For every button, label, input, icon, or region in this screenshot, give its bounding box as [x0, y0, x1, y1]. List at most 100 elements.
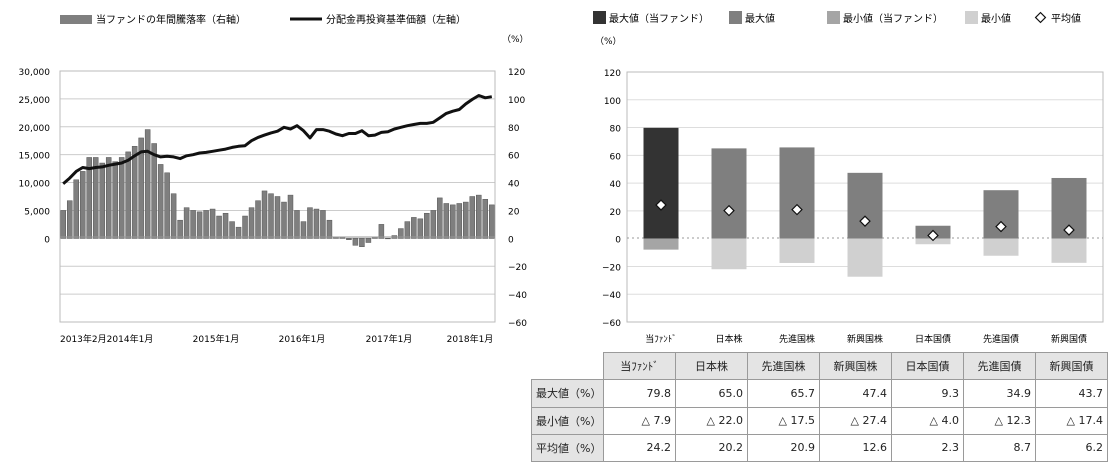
- y-tick-label: −40: [602, 291, 621, 301]
- left-tick-label: 25,000: [19, 96, 51, 106]
- return-bar: [482, 199, 489, 239]
- table-header-cell: 新興国株: [819, 351, 892, 381]
- return-bar: [112, 161, 118, 239]
- y-tick-label: −60: [602, 319, 621, 329]
- return-bar: [274, 196, 281, 239]
- return-bar: [216, 215, 222, 239]
- legend-avg-label: 平均値: [1051, 12, 1081, 25]
- table-header-cell: 先進国株: [747, 351, 820, 381]
- table-row-min: 最小値（%） △ 7.9 △ 22.0 △ 17.5 △ 27.4 △ 4.0 …: [531, 406, 1108, 435]
- avg-marker: [655, 199, 667, 211]
- min-bar: [643, 238, 679, 250]
- right-tick-label: 120: [508, 68, 525, 78]
- return-bar: [196, 211, 203, 239]
- table-cell: △ 7.9: [603, 406, 676, 435]
- category-label: 先進国債: [983, 333, 1019, 345]
- category-label: 日本株: [715, 333, 742, 345]
- avg-marker: [927, 229, 939, 242]
- y-tick-label: 0: [615, 236, 621, 246]
- return-bar: [73, 179, 79, 239]
- max-bar: [847, 172, 883, 239]
- table-cell: 6.2: [1035, 433, 1108, 463]
- legend-bar-label: 当ファンドの年間騰落率（右軸）: [96, 13, 246, 26]
- return-bar: [385, 238, 391, 240]
- table-cell: △ 22.0: [675, 406, 748, 435]
- category-label: 当ﾌｧﾝﾄﾞ: [645, 333, 677, 345]
- return-bar: [307, 207, 313, 239]
- table-cell: △ 27.4: [819, 406, 892, 435]
- legend-max-fund-swatch: [593, 11, 606, 24]
- return-bar: [320, 210, 326, 239]
- return-bar: [222, 212, 229, 239]
- x-axis-ticks: 2013年2月 2014年1月 2015年1月 2016年1月 2017年1月 2018年…: [60, 333, 493, 345]
- table-cell: △ 17.5: [747, 406, 820, 435]
- return-bar: [60, 210, 66, 239]
- left-tick-label: 15,000: [19, 152, 51, 162]
- right-tick-label: 80: [508, 124, 520, 134]
- row-label: 平均値（%）: [531, 433, 604, 463]
- annual-return-bars: [60, 129, 495, 247]
- table-cell: 43.7: [1035, 379, 1108, 408]
- return-bar: [131, 146, 138, 239]
- average-markers: [655, 199, 1075, 242]
- table-header-cell: 日本株: [675, 351, 748, 381]
- return-bar: [359, 238, 365, 247]
- right-tick-label: 40: [508, 180, 520, 190]
- return-bar: [118, 157, 125, 239]
- right-tick-label: 20: [508, 207, 520, 217]
- return-bar: [99, 162, 105, 239]
- nav-line: [62, 94, 493, 185]
- table-cell: 20.9: [747, 433, 820, 463]
- table-header-cell: 新興国債: [1035, 351, 1108, 381]
- fund-performance-chart: 当ファンドの年間騰落率（右軸） 分配金再投資基準価額（左軸） （%） 30,00…: [19, 13, 529, 345]
- return-bar: [209, 208, 216, 239]
- avg-marker: [723, 204, 735, 217]
- legend-max-fund-label: 最大値（当ファンド）: [609, 12, 709, 25]
- min-bar: [779, 238, 815, 263]
- legend-line-label: 分配金再投資基準価額（左軸）: [326, 13, 466, 26]
- return-bar: [203, 210, 209, 239]
- table-cell: △ 17.4: [1035, 406, 1108, 435]
- return-bar: [229, 221, 235, 239]
- return-bar: [300, 221, 307, 239]
- legend-min-fund-label: 最小値（当ファンド）: [843, 12, 943, 25]
- return-bar: [437, 197, 443, 239]
- return-bar: [404, 221, 411, 239]
- table-cell: 65.7: [747, 379, 820, 408]
- range-bars: [643, 127, 1087, 277]
- statistics-table: 当ﾌｧﾝﾄﾞ 日本株 先進国株 新興国株 日本国債 先進国債 新興国債 最大値（…: [531, 351, 1108, 463]
- return-bar: [86, 157, 92, 239]
- return-bar: [255, 200, 261, 239]
- min-bar: [847, 238, 883, 277]
- asset-class-comparison-chart: 最大値（当ファンド） 最大値 最小値（当ファンド） 最小値 平均値 （%） 12…: [593, 11, 1104, 345]
- x-tick-label: 2013年2月: [60, 333, 107, 345]
- return-bar: [417, 218, 424, 239]
- right-tick-label: −60: [508, 319, 527, 329]
- return-bar: [151, 143, 157, 239]
- right-tick-label: −40: [508, 291, 527, 301]
- return-bar: [66, 200, 73, 239]
- table-cell: 12.6: [819, 433, 892, 463]
- x-tick-label: 2015年1月: [193, 333, 240, 345]
- legend-min-swatch: [965, 11, 978, 24]
- return-bar: [144, 129, 151, 239]
- avg-marker: [859, 215, 871, 227]
- x-tick-label: 2018年1月: [447, 333, 494, 345]
- return-bar: [268, 193, 274, 239]
- x-tick-label: 2017年1月: [366, 333, 413, 345]
- return-bar: [313, 208, 320, 239]
- avg-marker: [1063, 224, 1075, 236]
- x-tick-label: 2014年1月: [107, 333, 154, 345]
- return-bar: [469, 196, 476, 239]
- y-tick-label: 40: [610, 180, 622, 190]
- return-bar: [242, 215, 248, 239]
- table-header-cell: 日本国債: [891, 351, 964, 381]
- right-axis-ticks: 120 100 80 60 40 20 0 −20 −40 −60: [508, 68, 527, 329]
- right-tick-label: 0: [508, 235, 514, 245]
- y-tick-label: 100: [604, 97, 621, 107]
- table-header-cell: 当ﾌｧﾝﾄﾞ: [603, 351, 676, 381]
- table-cell: 79.8: [603, 379, 676, 408]
- left-tick-label: 0: [44, 235, 50, 245]
- min-bar: [1051, 238, 1087, 263]
- left-axis-ticks: 30,000 25,000 20,000 15,000 10,000 5,000 0: [19, 68, 51, 245]
